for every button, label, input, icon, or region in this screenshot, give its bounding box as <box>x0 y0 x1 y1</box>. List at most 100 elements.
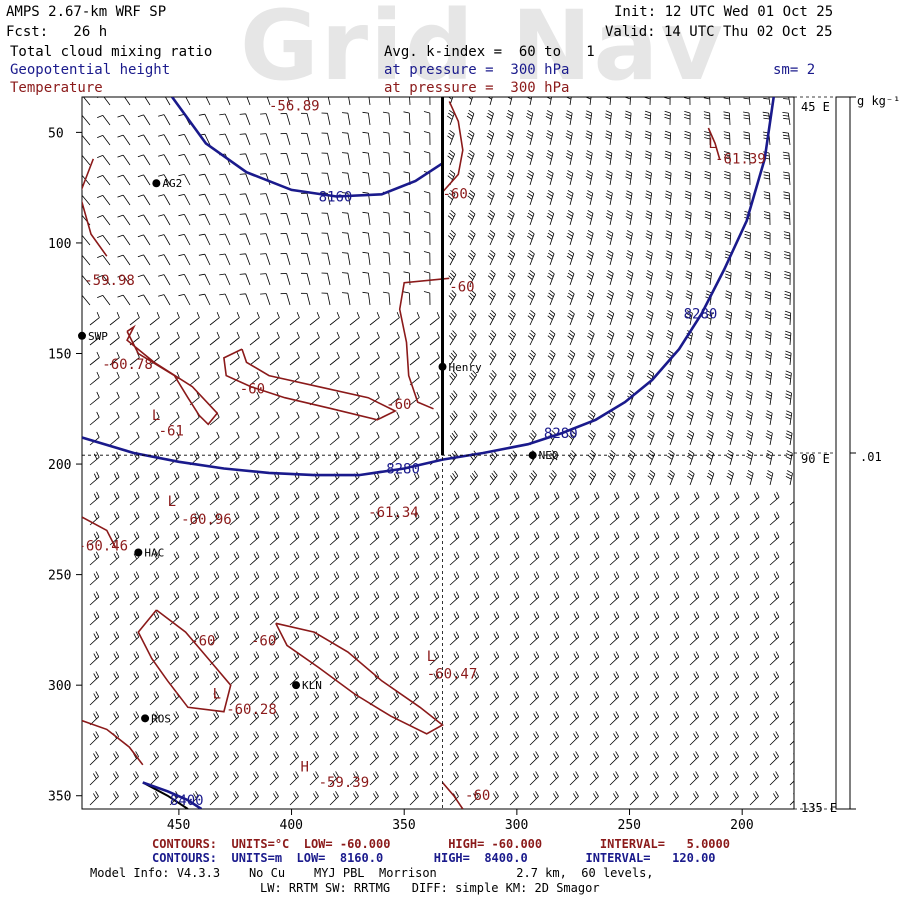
wind-barb <box>89 671 100 686</box>
wind-barb <box>329 351 340 366</box>
wind-barb <box>764 310 772 326</box>
temperature-label: -60 <box>449 280 474 296</box>
wind-barb <box>341 272 351 286</box>
wind-barb <box>289 711 300 726</box>
wind-barb <box>566 289 575 306</box>
wind-barb <box>269 591 280 606</box>
wind-barb <box>646 290 654 306</box>
wind-barb <box>269 651 280 666</box>
wind-barb <box>429 411 440 426</box>
wind-barb <box>749 571 760 586</box>
wind-barb <box>249 531 260 546</box>
wind-barb <box>725 370 733 386</box>
wind-barb <box>529 651 540 666</box>
wind-barb <box>369 331 380 346</box>
wind-barb <box>546 170 554 186</box>
temperature-label: L <box>708 136 716 152</box>
wind-barb <box>586 309 595 326</box>
wind-barb <box>487 229 496 246</box>
wind-barb <box>289 731 299 746</box>
init-time: Init: 12 UTC Wed 01 Oct 25 <box>614 4 834 20</box>
wind-barb <box>764 330 772 346</box>
wind-barb <box>89 311 100 326</box>
wind-barb <box>169 311 180 326</box>
wind-barb <box>506 149 515 166</box>
wind-barb <box>249 691 260 706</box>
wind-barb <box>309 791 319 806</box>
wind-barb <box>280 193 291 206</box>
wind-barb <box>649 671 660 686</box>
wind-barb <box>587 389 596 406</box>
geopotential-contour <box>82 97 775 477</box>
wind-barb <box>769 651 780 666</box>
wind-barb <box>403 251 411 266</box>
wind-barb <box>785 470 793 486</box>
wind-barb <box>209 791 219 806</box>
wind-barb <box>587 430 596 446</box>
wind-barb <box>89 471 100 486</box>
wind-barb <box>567 329 576 346</box>
wind-barb <box>565 130 573 146</box>
wind-barb <box>300 212 311 226</box>
wind-barb <box>369 531 380 546</box>
wind-barb <box>488 350 497 366</box>
wind-barb <box>509 671 520 686</box>
wind-barb <box>729 531 740 546</box>
wind-barb <box>329 771 339 786</box>
wind-barb <box>509 430 517 446</box>
station-label: HAC <box>144 547 164 560</box>
wind-barb <box>137 174 151 186</box>
wind-barb <box>508 410 517 426</box>
wind-barb <box>349 671 360 686</box>
wind-barb <box>409 651 420 666</box>
wind-barb <box>647 429 655 446</box>
wind-barb <box>158 294 171 306</box>
wind-barb <box>447 189 456 206</box>
wind-barb <box>137 274 151 286</box>
wind-barb <box>789 673 794 686</box>
wind-barb <box>765 450 773 466</box>
wind-barb <box>329 411 340 426</box>
wind-barb <box>506 189 515 206</box>
wind-barb <box>97 215 111 226</box>
wind-barb <box>649 651 660 666</box>
wind-barb <box>109 671 120 686</box>
wind-barb <box>567 369 576 386</box>
temperature-contour <box>137 609 232 713</box>
wind-barb <box>487 209 496 226</box>
wind-barb <box>89 751 99 766</box>
wind-barb <box>527 329 536 346</box>
wind-barb <box>329 431 340 446</box>
wind-barb <box>587 369 596 386</box>
wind-barb <box>568 450 577 466</box>
wind-barb <box>369 651 380 666</box>
axes-layer: 450 400 350 300 250 200 50 100 150 200 250 300 350 <box>48 96 856 833</box>
wind-barb <box>784 310 792 326</box>
wind-barb <box>369 611 380 626</box>
wind-barb <box>97 155 111 166</box>
wind-barb <box>743 151 751 166</box>
wind-barb <box>507 249 516 266</box>
wind-barb <box>487 269 496 286</box>
wind-barb <box>749 591 760 606</box>
wind-barb <box>219 173 231 186</box>
wind-barb <box>289 511 300 526</box>
wind-barb <box>280 233 291 246</box>
wind-barb <box>589 751 599 766</box>
wind-barb <box>249 771 259 786</box>
wind-barb <box>646 389 655 406</box>
wind-barb <box>403 291 411 306</box>
wind-barb <box>665 230 673 246</box>
wind-barb <box>689 511 700 526</box>
wind-barb <box>269 611 280 626</box>
wind-barb <box>149 791 159 806</box>
wind-barb <box>368 97 371 106</box>
wind-barb <box>189 371 200 386</box>
temperature-label: -61.34 <box>368 505 419 521</box>
wind-barb <box>423 251 431 266</box>
wind-barb <box>239 193 251 206</box>
wind-barb <box>547 269 555 286</box>
wind-barb <box>89 531 100 546</box>
wind-barb <box>624 97 632 106</box>
wind-barb <box>269 751 279 766</box>
